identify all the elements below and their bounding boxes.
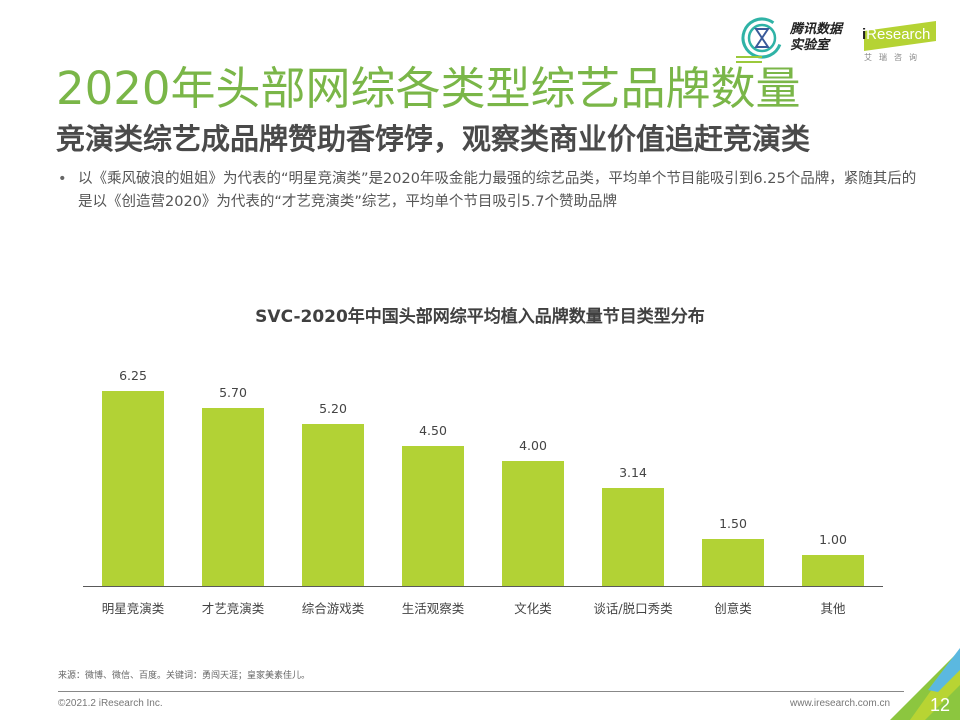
category-label: 生活观察类 (401, 601, 465, 616)
hourglass-icon (741, 17, 783, 59)
bar-group: 5.20 (283, 340, 383, 586)
bar (102, 391, 164, 586)
tencent-logo-line2: 实验室 (790, 38, 830, 53)
bar-value-label: 6.25 (119, 368, 147, 383)
bar (202, 408, 264, 586)
bar-value-label: 4.50 (419, 423, 447, 438)
iresearch-logo-name: Research (866, 26, 931, 43)
iresearch-logo-cn: 艾瑞咨询 (864, 53, 924, 62)
bar-group: 6.25 (83, 340, 183, 586)
decorative-lines (736, 56, 762, 68)
bar-value-label: 1.50 (719, 516, 747, 531)
bar-value-label: 3.14 (619, 465, 647, 480)
source-note: 来源：微博、微信、百度。关键词：勇闯天涯；皇家美素佳儿。 (58, 671, 311, 681)
copyright: ©2021.2 iResearch Inc. (58, 698, 163, 709)
bar (602, 488, 664, 586)
bar-group: 3.14 (583, 340, 683, 586)
bullet-dot-icon: • (58, 171, 67, 187)
tencent-logo-line1: 腾讯数据 (790, 22, 843, 37)
page-corner-decoration: 12 (880, 640, 960, 720)
category-label: 谈话/脱口秀类 (593, 601, 673, 616)
bar-group: 1.00 (783, 340, 883, 586)
footer-divider (58, 691, 904, 692)
chart-title: SVC-2020年中国头部网综平均植入品牌数量节目类型分布 (255, 307, 705, 327)
page-number: 12 (929, 695, 950, 715)
bar-value-label: 5.70 (219, 385, 247, 400)
page-title: 2020年头部网综各类型综艺品牌数量 (56, 62, 801, 115)
bar-value-label: 5.20 (319, 401, 347, 416)
bar (402, 446, 464, 586)
category-label: 综合游戏类 (301, 601, 365, 616)
iresearch-logo: iResearch 艾瑞咨询 (858, 20, 938, 64)
bar (802, 555, 864, 586)
tencent-data-lab-logo: 腾讯数据 实验室 (736, 16, 850, 66)
category-label: 其他 (820, 601, 846, 616)
category-label: 创意类 (714, 601, 752, 616)
bar-chart: 6.25 5.70 5.20 4.50 4.00 3.14 1.50 1.00 (83, 340, 883, 586)
bar (502, 461, 564, 586)
category-label: 才艺竞演类 (201, 601, 265, 616)
x-axis-line (83, 586, 883, 587)
summary-text: 以《乘风破浪的姐姐》为代表的“明星竞演类”是2020年吸金能力最强的综艺品类，平… (78, 171, 917, 210)
bar-value-label: 1.00 (819, 532, 847, 547)
page-subtitle: 竞演类综艺成品牌赞助香饽饽，观察类商业价值追赶竞演类 (56, 122, 811, 156)
bar-value-label: 4.00 (519, 438, 547, 453)
website-link[interactable]: www.iresearch.com.cn (790, 698, 891, 709)
iresearch-logo-i: i (862, 26, 867, 43)
bar-group: 4.00 (483, 340, 583, 586)
summary-bullet: • 以《乘风破浪的姐姐》为代表的“明星竞演类”是2020年吸金能力最强的综艺品类… (58, 168, 918, 214)
bar (302, 424, 364, 586)
bar-group: 5.70 (183, 340, 283, 586)
bar (702, 539, 764, 586)
category-label: 文化类 (514, 601, 552, 616)
bar-group: 4.50 (383, 340, 483, 586)
category-label: 明星竞演类 (101, 601, 165, 616)
bar-group: 1.50 (683, 340, 783, 586)
